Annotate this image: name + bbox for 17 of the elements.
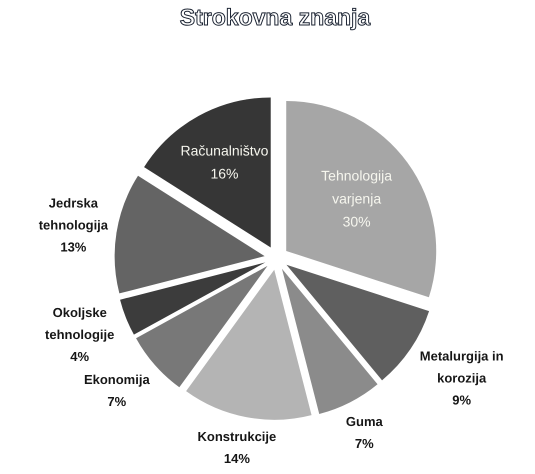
slice-label: Metalurgija in korozija: [420, 348, 504, 386]
slice-label: Okoljske tehnologije: [45, 304, 114, 342]
data-label: 30%: [342, 214, 371, 230]
data-label: 13%: [60, 240, 87, 255]
slice-label: Jedrska tehnologija: [38, 196, 109, 233]
slice-label: Guma: [346, 414, 384, 430]
data-label: 14%: [224, 451, 250, 466]
slice-label: Konstrukcije: [198, 429, 276, 444]
data-label: 7%: [107, 394, 127, 410]
slice-label: Računalništvo: [180, 142, 269, 159]
data-label: 7%: [354, 436, 374, 452]
chart-title: Strokovna znanja: [178, 4, 372, 31]
slice-label: Ekonomija: [84, 372, 150, 388]
data-label: 4%: [70, 348, 90, 364]
slice-label: Tehnologija varjenja: [321, 168, 392, 207]
data-label: 9%: [452, 392, 472, 408]
data-label: 16%: [210, 166, 238, 182]
